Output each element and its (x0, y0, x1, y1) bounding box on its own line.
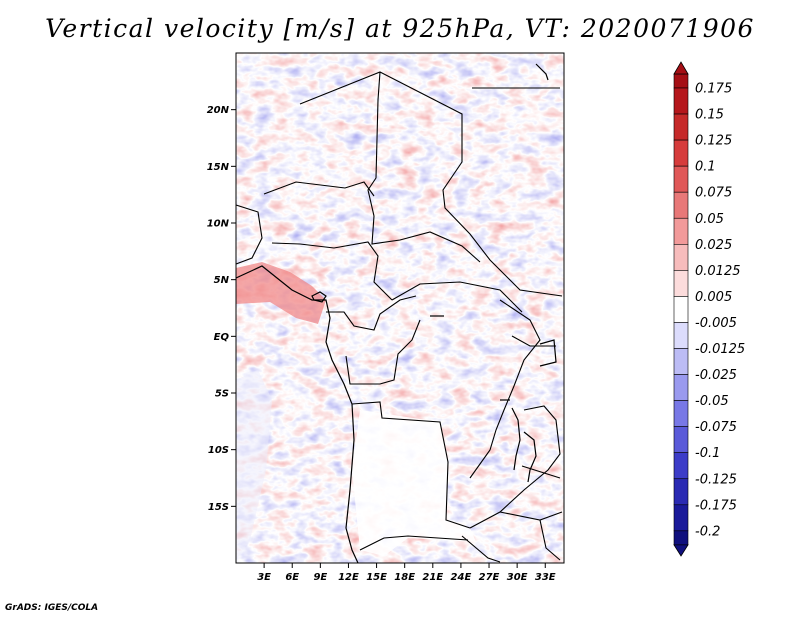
colorbar-label: 0.05 (695, 212, 724, 227)
coastlines (235, 63, 557, 564)
colorbar-bottom-arrow (673, 544, 689, 557)
lon-tick-label: 30E (507, 572, 528, 583)
colorbar-segment (673, 348, 689, 375)
coastal-upward-region (236, 262, 326, 324)
lat-tick-label: 10N (207, 219, 230, 230)
colorbar-segment (673, 87, 689, 115)
colorbar-segment (673, 426, 689, 453)
grads-credit: GrADS: IGES/COLA (5, 603, 99, 613)
lon-tick-label: 33E (535, 572, 556, 583)
longitude-axis: 3E 6E 9E 12E 15E 18E 21E 24E 27E 30E 33E (257, 563, 556, 583)
sea-band (236, 370, 272, 560)
plot-frame (235, 52, 565, 564)
colorbar-top-arrow (673, 61, 689, 75)
latitude-axis: 20N 15N 10N 5N EQ 5S 10S 15S (207, 105, 236, 513)
colorbar-segment (673, 504, 689, 532)
colorbar-segment (673, 296, 689, 323)
colorbar-label: 0.15 (695, 108, 724, 123)
lon-tick-label: 3E (257, 572, 271, 583)
colorbar-label: 0.1 (695, 160, 716, 175)
colorbar-segment (673, 270, 689, 297)
colorbar-label: 0.175 (695, 82, 732, 97)
colorbar-segment (673, 139, 689, 167)
colorbar-segment (673, 217, 689, 245)
colorbar-segment (673, 374, 689, 401)
country-borders (235, 71, 563, 563)
colorbar-label: 0.125 (695, 134, 732, 149)
colorbar-label: -0.175 (695, 498, 737, 513)
colorbar: 0.175 0.15 0.125 0.1 0.075 0.05 0.025 0.0125 0.0… (673, 61, 745, 557)
lon-tick-label: 9E (313, 572, 327, 583)
lat-tick-label: 15S (208, 502, 229, 513)
lat-tick-label: EQ (214, 332, 230, 343)
lon-tick-label: 15E (366, 572, 387, 583)
lon-tick-label: 18E (394, 572, 415, 583)
field-highlights (236, 262, 476, 560)
colorbar-segment (673, 191, 689, 219)
colorbar-label: 0.005 (695, 290, 732, 305)
colorbar-segment (673, 452, 689, 480)
colorbar-label: -0.075 (695, 420, 737, 435)
lon-tick-label: 6E (285, 572, 299, 583)
colorbar-segment (673, 165, 689, 193)
colorbar-label: -0.2 (695, 524, 720, 539)
lat-tick-label: 20N (207, 105, 230, 116)
colorbar-segment (673, 530, 689, 546)
colorbar-segment (673, 478, 689, 506)
lon-tick-label: 27E (479, 572, 500, 583)
lat-tick-label: 10S (208, 445, 229, 456)
colorbar-segment (673, 322, 689, 349)
lat-tick-label: 5S (215, 389, 229, 400)
colorbar-segment (673, 113, 689, 141)
colorbar-label: -0.05 (695, 394, 729, 409)
colorbar-segment (673, 400, 689, 427)
lat-tick-label: 5N (214, 275, 230, 286)
colorbar-label: -0.005 (695, 316, 737, 331)
land-plateau-region (352, 410, 476, 556)
colorbar-label: -0.1 (695, 446, 720, 461)
colorbar-segment (673, 244, 689, 271)
colorbar-label: 0.025 (695, 238, 732, 253)
colorbar-label: 0.075 (695, 186, 732, 201)
colorbar-label: 0.0125 (695, 264, 741, 279)
colorbar-label: -0.025 (695, 368, 737, 383)
lon-tick-label: 12E (338, 572, 359, 583)
lat-tick-label: 15N (207, 162, 230, 173)
velocity-field-plot (235, 52, 565, 564)
colorbar-label: -0.0125 (695, 342, 745, 357)
colorbar-segment (673, 73, 689, 89)
lon-tick-label: 21E (422, 572, 443, 583)
lon-tick-label: 24E (451, 572, 472, 583)
map-title: Vertical velocity [m/s] at 925hPa, VT: 2… (45, 14, 755, 43)
colorbar-label: -0.125 (695, 472, 737, 487)
